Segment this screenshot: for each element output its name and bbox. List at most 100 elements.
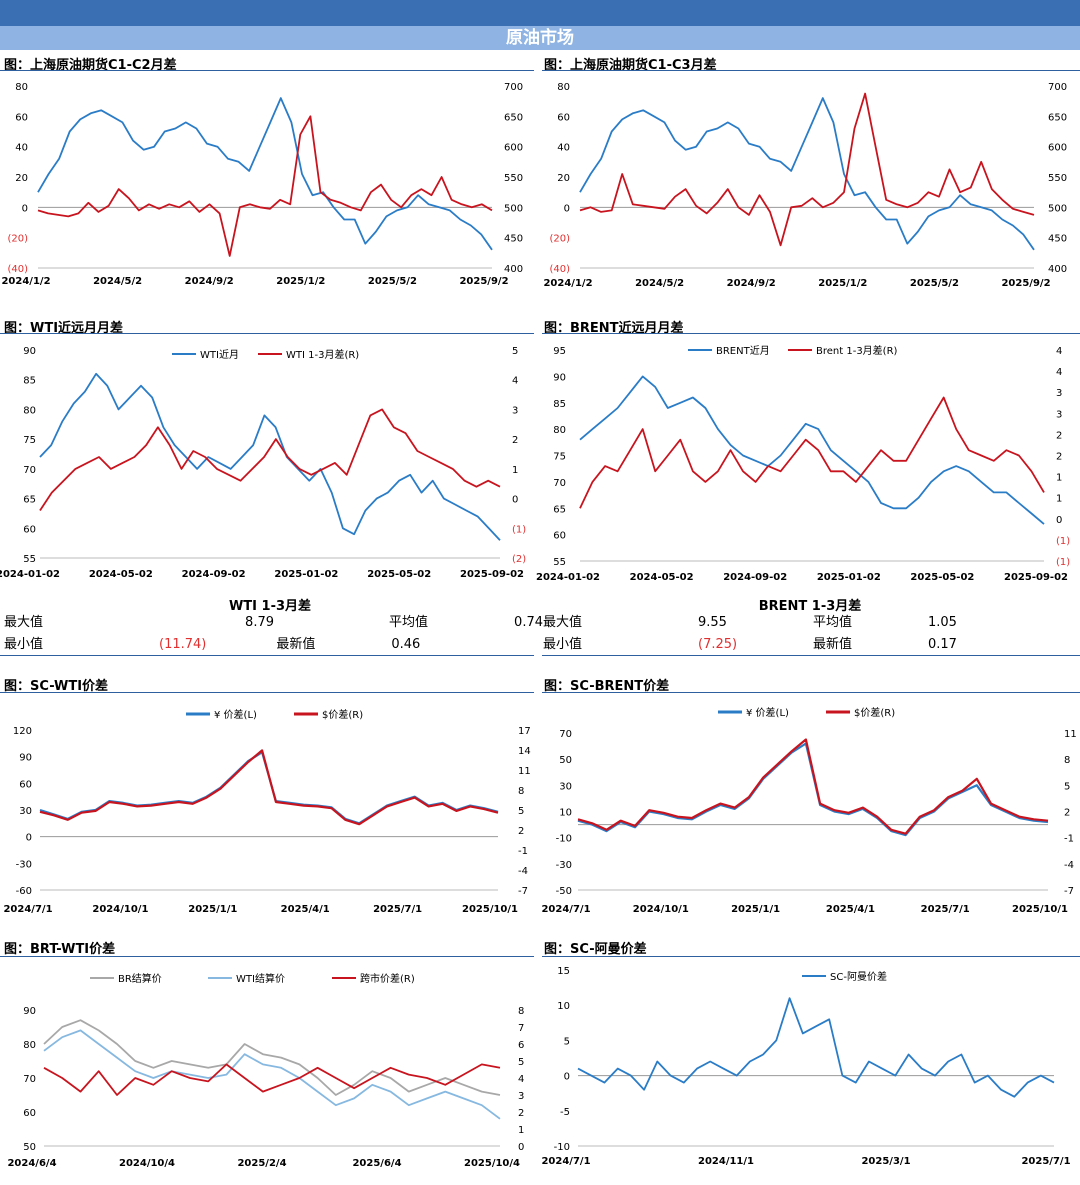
legend-label: BR结算价 — [118, 972, 162, 985]
x-tick: 2024-01-02 — [0, 569, 60, 580]
min-value: (11.74) — [159, 637, 207, 652]
x-tick: 2025/3/1 — [861, 1156, 910, 1167]
y-right-tick: -7 — [1064, 886, 1074, 897]
min-label: 最小值 — [543, 637, 583, 652]
x-tick: 2024-05-02 — [630, 572, 694, 583]
x-tick: 2025/1/1 — [188, 904, 237, 915]
y-right-tick: 3 — [512, 405, 518, 416]
y-left-tick: 80 — [23, 1040, 36, 1051]
y-left-tick: 30 — [559, 781, 572, 792]
y-right-tick: 550 — [1048, 173, 1067, 184]
min-value: (7.25) — [698, 637, 738, 652]
y-left-tick: 60 — [553, 531, 566, 542]
y-left-tick: 0 — [564, 1072, 570, 1083]
series-line-red — [37, 115, 493, 257]
x-tick: 2024-01-02 — [536, 572, 600, 583]
y-right-tick: 1 — [512, 465, 518, 476]
min-label: 最小值 — [4, 637, 44, 652]
stats-table-wti: 最大值 8.79 平均值 0.74 — [4, 612, 543, 634]
y-left-tick: 90 — [553, 372, 566, 383]
y-right-tick: 0 — [1056, 515, 1062, 526]
y-left-tick: 5 — [564, 1036, 570, 1047]
y-right-tick: -1 — [1064, 834, 1074, 845]
panel-rule — [0, 956, 534, 957]
x-tick: 2025/1/2 — [818, 278, 867, 289]
y-left-tick: 0 — [564, 203, 570, 214]
y-left-tick: 20 — [557, 173, 570, 184]
y-right-tick: 4 — [512, 376, 518, 387]
x-tick: 2025/7/1 — [921, 904, 970, 915]
y-left-tick: 30 — [19, 806, 32, 817]
y-left-tick: -60 — [16, 886, 32, 897]
x-tick: 2024/11/1 — [698, 1156, 754, 1167]
y-right-tick: 600 — [1048, 143, 1067, 154]
y-right-tick: 700 — [504, 82, 523, 93]
y-left-tick: -10 — [554, 1142, 570, 1153]
y-right-tick: 0 — [518, 1142, 524, 1153]
series-line-red — [577, 738, 1049, 835]
y-left-tick: -30 — [16, 859, 32, 870]
last-label: 最新值 — [813, 637, 853, 652]
x-tick: 2025-01-02 — [274, 569, 338, 580]
y-right-tick: 550 — [504, 173, 523, 184]
y-left-tick: 90 — [23, 346, 36, 357]
y-left-tick: 80 — [557, 82, 570, 93]
x-tick: 2025/4/1 — [281, 904, 330, 915]
panel-rule — [0, 70, 534, 71]
y-left-tick: (40) — [549, 264, 570, 275]
y-left-tick: 70 — [553, 478, 566, 489]
y-left-tick: -5 — [560, 1107, 570, 1118]
max-value: 9.55 — [698, 615, 727, 630]
x-tick: 2024/9/2 — [727, 278, 776, 289]
x-tick: 2025/1/1 — [731, 904, 780, 915]
chart-brent-spread: 95 90 85 80 75 70 65 60 55 4 4 3 3 2 2 1 1 0 (1) (1) 2024-01… — [536, 344, 1070, 583]
series-line-blue — [37, 97, 493, 251]
panel-rule — [542, 956, 1080, 957]
x-tick: 2025/1/2 — [276, 276, 325, 287]
legend-label: Brent 1-3月差(R) — [816, 344, 898, 357]
x-tick: 2024-09-02 — [182, 569, 246, 580]
legend-label: WTI 1-3月差(R) — [286, 348, 359, 361]
y-left-tick: 40 — [15, 143, 28, 154]
legend-label: 跨市价差(R) — [360, 972, 415, 985]
x-tick: 2025/5/2 — [368, 276, 417, 287]
y-left-tick: 60 — [15, 112, 28, 123]
y-right-tick: -7 — [518, 886, 528, 897]
x-tick: 2025/5/2 — [910, 278, 959, 289]
series-line-blue — [39, 372, 501, 541]
series-line-red — [579, 92, 1035, 247]
series-line-blue — [39, 751, 499, 825]
y-right-tick: 500 — [1048, 203, 1067, 214]
x-tick: 2025/4/1 — [826, 904, 875, 915]
y-right-tick: 600 — [504, 143, 523, 154]
x-tick: 2024/7/1 — [541, 904, 590, 915]
stats-table-brent-row2: 最小值 (7.25) 最新值 0.17 — [543, 634, 973, 656]
y-right-tick: 2 — [518, 1108, 524, 1119]
y-right-tick: 650 — [1048, 112, 1067, 123]
stats-title-brent: BRENT 1-3月差 — [758, 599, 862, 614]
x-tick: 2025-09-02 — [460, 569, 524, 580]
y-right-tick: 5 — [518, 1057, 524, 1068]
y-right-tick: 17 — [518, 726, 531, 737]
chart-sc-brent: 70 50 30 10 -10 -30 -50 11 8 5 2 -1 -4 -7 2024/7/1 2024… — [541, 706, 1076, 915]
panel-title-p6: 图：SC-BRENT价差 — [544, 679, 670, 694]
y-left-tick: 70 — [23, 1074, 36, 1085]
panel-title-p2: 图：上海原油期货C1-C3月差 — [544, 58, 717, 73]
x-tick: 2024/5/2 — [635, 278, 684, 289]
y-left-tick: 75 — [23, 435, 36, 446]
legend-label: SC-阿曼价差 — [830, 970, 887, 983]
legend-label: ¥ 价差(L) — [214, 708, 257, 721]
x-tick: 2024-05-02 — [89, 569, 153, 580]
panel-title-p3: 图：WTI近远月月差 — [4, 321, 124, 336]
x-tick: 2025/9/2 — [1001, 278, 1050, 289]
chart-sc-oman: 15 10 5 0 -5 -10 2024/7/1 2024/11/1 2025/3/1 2025… — [541, 966, 1070, 1167]
panel-rule — [0, 333, 534, 334]
series-line-red — [579, 396, 1045, 509]
y-left-tick: 50 — [23, 1142, 36, 1153]
y-left-tick: 80 — [23, 405, 36, 416]
y-right-tick: -1 — [518, 846, 528, 857]
y-left-tick: 20 — [15, 173, 28, 184]
x-tick: 2024/10/1 — [633, 904, 689, 915]
panel-rule — [542, 692, 1080, 693]
